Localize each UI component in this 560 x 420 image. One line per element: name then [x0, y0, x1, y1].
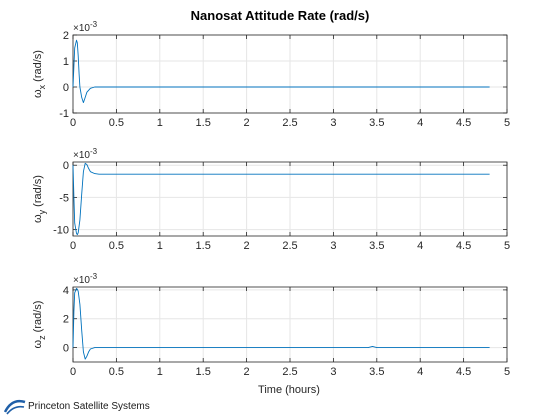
- y-exponent-power: -3: [90, 272, 98, 281]
- y-axis-unit: (rad/s): [32, 50, 44, 82]
- chart-title: Nanosat Attitude Rate (rad/s): [191, 8, 370, 23]
- y-axis-label: ωz (rad/s): [32, 301, 47, 349]
- x-tick-label: 4: [417, 117, 423, 129]
- x-tick-label: 2.5: [282, 240, 297, 252]
- x-tick-label: 1: [157, 366, 163, 378]
- x-tick-label: 0.5: [109, 240, 124, 252]
- series-line-x: [72, 39, 490, 104]
- y-exponent-power: -3: [90, 20, 98, 29]
- x-tick-label: 0.5: [109, 366, 124, 378]
- brand-name: Princeton Satellite Systems: [28, 400, 150, 412]
- x-tick-label: 3: [330, 366, 336, 378]
- subplot-y: 0 0.5 1 1.5 2 2.5 3 3.5 4 4.5 5 -10 -5 0 ×10-3 ωy (rad/s…: [32, 147, 510, 252]
- x-tick-label: 3: [330, 240, 336, 252]
- x-tick-label: 3.5: [369, 240, 384, 252]
- princeton-logo-icon: [4, 399, 26, 415]
- y-axis-label: ωy (rad/s): [32, 175, 47, 223]
- x-tick-label: 0.5: [109, 117, 124, 129]
- y-axis-symbol: ω: [32, 339, 44, 348]
- x-tick-label: 4: [417, 366, 423, 378]
- y-axis-symbol: ω: [32, 89, 44, 98]
- subplot-z: 0 0.5 1 1.5 2 2.5 3 3.5 4 4.5 5 0 2 4 ×10-3 ωz (rad/s): [32, 272, 510, 378]
- x-tick-label: 0: [70, 366, 76, 378]
- y-tick-label: 2: [63, 30, 69, 42]
- y-exponent-label: ×10-3: [73, 272, 98, 286]
- x-tick-label: 1.5: [196, 366, 211, 378]
- x-tick-label: 2.5: [282, 366, 297, 378]
- x-tick-label: 1: [157, 240, 163, 252]
- x-tick-label: 5: [504, 240, 510, 252]
- x-tick-label: 4.5: [456, 240, 471, 252]
- y-exponent-label: ×10-3: [73, 147, 98, 161]
- y-exponent-power: -3: [90, 147, 98, 156]
- x-tick-label: 1.5: [196, 117, 211, 129]
- y-tick-label: -5: [59, 192, 69, 204]
- x-tick-label: 3.5: [369, 117, 384, 129]
- y-axis-symbol: ω: [32, 214, 44, 223]
- y-axis-unit: (rad/s): [32, 175, 44, 207]
- x-tick-label: 4: [417, 240, 423, 252]
- y-tick-label: 1: [63, 56, 69, 68]
- y-axis-unit: (rad/s): [32, 301, 44, 333]
- x-tick-label: 1: [157, 117, 163, 129]
- x-tick-label: 2: [244, 240, 250, 252]
- x-tick-label: 5: [504, 117, 510, 129]
- x-axis-label: Time (hours): [258, 384, 320, 396]
- x-tick-label: 2.5: [282, 117, 297, 129]
- y-tick-label: 0: [63, 160, 69, 172]
- x-tick-label: 0: [70, 117, 76, 129]
- y-axis-subscript: z: [37, 335, 47, 340]
- x-tick-label: 3: [330, 117, 336, 129]
- brand-footer: Princeton Satellite Systems: [4, 394, 150, 418]
- x-tick-label: 1.5: [196, 240, 211, 252]
- subplot-stack: 0 0.5 1 1.5 2 2.5 3 3.5 4 4.5 5-1012×10-3ωx(rad/s)…: [32, 20, 510, 378]
- y-axis-label: ωx (rad/s): [32, 50, 47, 98]
- x-tick-label: 0: [70, 240, 76, 252]
- y-exponent-label: ×10-3: [73, 20, 98, 34]
- x-tick-label: 2: [244, 117, 250, 129]
- y-axis-subscript: y: [37, 209, 47, 214]
- y-tick-label: 4: [63, 285, 69, 297]
- y-tick-label: 2: [63, 314, 69, 326]
- y-tick-label: -10: [53, 225, 69, 237]
- x-tick-label: 4.5: [456, 117, 471, 129]
- x-tick-label: 2: [244, 366, 250, 378]
- series-line-y: [72, 162, 490, 236]
- y-tick-label: 0: [63, 82, 69, 94]
- series-line-z: [72, 287, 490, 360]
- y-tick-label: -1: [59, 108, 69, 120]
- y-tick-label: 0: [63, 343, 69, 355]
- x-tick-label: 4.5: [456, 366, 471, 378]
- x-tick-label: 5: [504, 366, 510, 378]
- x-tick-label: 3.5: [369, 366, 384, 378]
- y-axis-subscript: x: [37, 84, 47, 89]
